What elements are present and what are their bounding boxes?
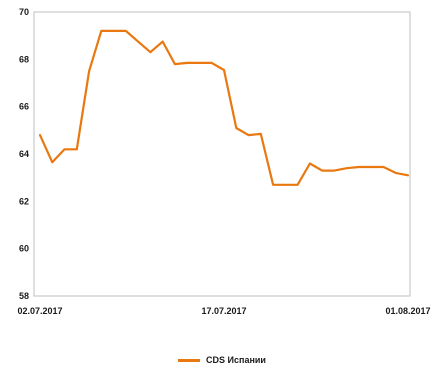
legend-swatch — [178, 358, 201, 362]
x-axis-ticks: 02.07.2017 17.07.2017 01.08.2017 — [17, 306, 430, 316]
y-tick-label: 64 — [19, 149, 29, 159]
plot-area — [33, 11, 411, 297]
x-tick-label: 02.07.2017 — [17, 306, 62, 316]
y-tick-label: 66 — [19, 102, 29, 112]
legend-label: CDS Испании — [206, 355, 266, 365]
y-axis-ticks: 58 60 62 64 66 68 70 — [19, 7, 29, 301]
legend: CDS Испании — [0, 355, 444, 365]
y-tick-label: 60 — [19, 244, 29, 254]
x-tick-label: 17.07.2017 — [201, 306, 246, 316]
y-tick-label: 68 — [19, 54, 29, 64]
series-points — [39, 30, 409, 185]
x-tick-label: 01.08.2017 — [385, 306, 430, 316]
y-tick-label: 58 — [19, 291, 29, 301]
y-tick-label: 70 — [19, 7, 29, 17]
series-line-cds-spain — [38, 29, 410, 186]
y-tick-label: 62 — [19, 196, 29, 206]
